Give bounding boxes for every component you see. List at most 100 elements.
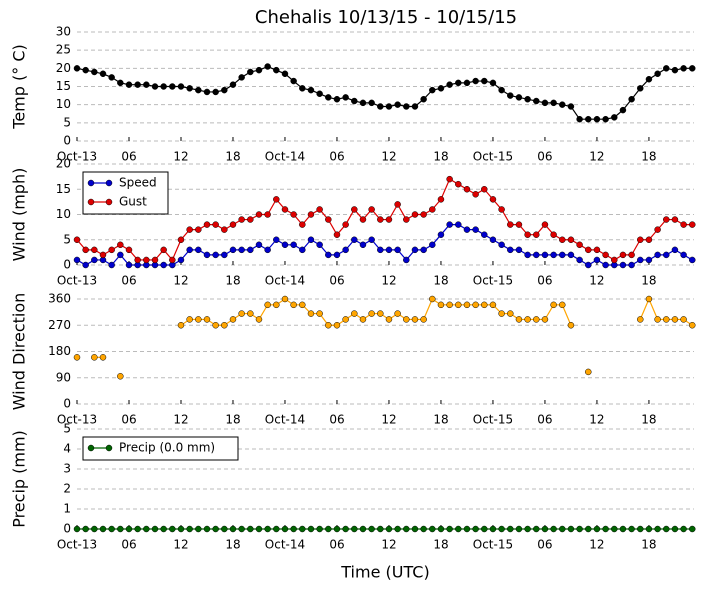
data-point (195, 316, 202, 323)
data-point (238, 246, 245, 254)
data-point (342, 246, 349, 254)
data-point (403, 216, 410, 223)
y-tick-label: 30 (56, 25, 71, 39)
data-point (524, 251, 531, 259)
data-point (281, 206, 289, 213)
data-point (299, 246, 306, 254)
data-point (559, 301, 566, 309)
data-point (403, 316, 410, 323)
data-point (576, 525, 583, 533)
data-point (437, 301, 445, 309)
data-point (611, 114, 618, 121)
legend-marker (105, 179, 113, 187)
data-point (645, 295, 653, 303)
data-point (420, 95, 427, 103)
x-tick-label: 12 (381, 413, 396, 427)
data-point (533, 316, 540, 323)
legend-marker (105, 198, 113, 206)
data-point (489, 196, 497, 203)
data-point (212, 221, 219, 228)
data-point (463, 226, 471, 233)
data-point (463, 186, 471, 193)
data-point (212, 88, 219, 96)
data-point (446, 301, 453, 309)
data-point (585, 368, 592, 376)
data-point (429, 206, 436, 213)
data-point (368, 206, 375, 213)
data-point (359, 525, 367, 533)
data-point (290, 77, 297, 85)
y-tick-label: 0 (63, 522, 71, 536)
y-tick-label: 90 (56, 370, 71, 384)
data-point (498, 525, 505, 533)
data-point (663, 525, 670, 533)
data-point (221, 251, 228, 259)
y-tick-label: 20 (56, 61, 71, 75)
data-point (411, 103, 419, 110)
x-tick-label: 18 (433, 413, 448, 427)
data-point (663, 316, 670, 323)
legend-label: Gust (119, 195, 147, 209)
data-point (394, 246, 401, 254)
data-point (264, 211, 271, 218)
data-point (507, 92, 514, 99)
x-tick-label: Oct-14 (265, 538, 305, 552)
data-point (264, 63, 271, 70)
data-point (429, 241, 436, 249)
x-tick-label: 12 (381, 538, 396, 552)
data-point (351, 206, 358, 213)
y-tick-label: 15 (56, 79, 71, 93)
data-point (411, 246, 419, 254)
data-point (368, 236, 375, 243)
chart-title: Chehalis 10/13/15 - 10/15/15 (255, 7, 517, 28)
data-point (108, 525, 115, 533)
data-point (619, 106, 627, 114)
x-axis-label: Time (UTC) (340, 563, 429, 582)
y-tick-label: 360 (48, 292, 71, 306)
y-axis-label: Wind Direction (10, 293, 29, 411)
y-axis-label: Temp (° C) (10, 44, 29, 129)
data-point (117, 241, 124, 249)
y-tick-label: 0 (63, 397, 71, 411)
x-tick-label: 18 (433, 538, 448, 552)
data-point (411, 316, 419, 323)
data-point (325, 216, 332, 223)
data-point (524, 95, 531, 103)
data-point (533, 97, 540, 105)
data-point (671, 246, 679, 254)
series-line (94, 297, 693, 358)
data-point (333, 231, 341, 238)
data-point (619, 525, 627, 533)
data-point (160, 246, 167, 254)
data-point (654, 226, 661, 233)
data-point (151, 256, 159, 264)
data-point (82, 66, 89, 74)
data-point (559, 236, 566, 243)
data-point (255, 211, 263, 218)
data-point (221, 322, 228, 329)
x-tick-label: 18 (641, 413, 656, 427)
data-point (247, 246, 254, 254)
data-point (394, 101, 401, 108)
data-point (203, 316, 211, 323)
data-point (203, 251, 211, 259)
data-point (637, 316, 644, 323)
data-point (619, 261, 627, 269)
data-point (680, 65, 687, 72)
data-point (91, 246, 98, 254)
data-point (645, 75, 653, 83)
data-point (368, 310, 375, 317)
data-point (177, 236, 185, 243)
data-point (680, 251, 687, 259)
data-point (186, 246, 193, 254)
data-point (481, 301, 488, 309)
data-point (611, 525, 618, 533)
data-point (663, 251, 670, 259)
x-tick-label: Oct-13 (57, 413, 97, 427)
data-point (99, 525, 107, 533)
data-point (455, 221, 462, 228)
y-tick-label: 10 (56, 207, 71, 221)
data-point (342, 94, 349, 101)
y-tick-label: 20 (56, 157, 71, 171)
data-point (195, 86, 202, 94)
